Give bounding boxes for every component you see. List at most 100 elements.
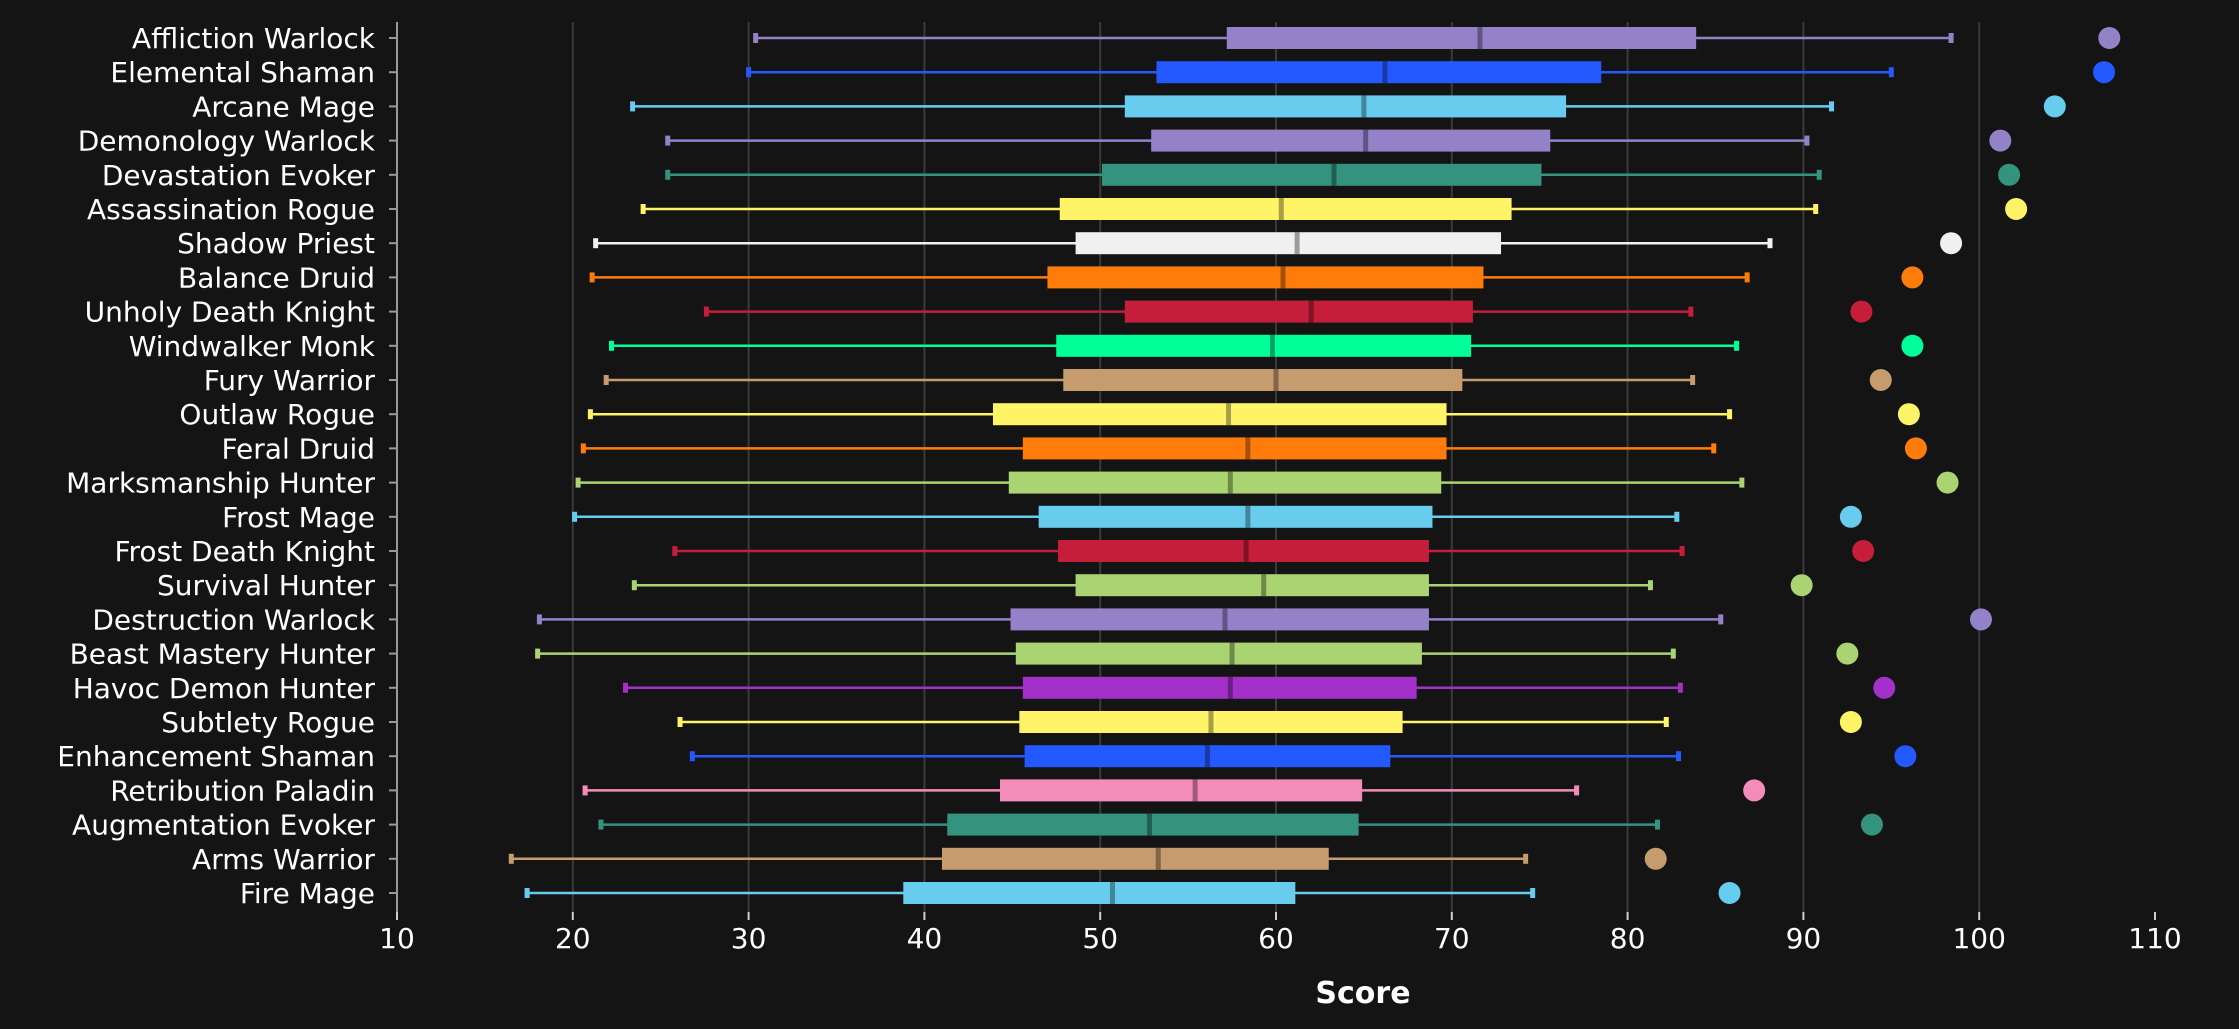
whisker-cap-min — [677, 717, 683, 727]
whisker-cap-max — [1574, 785, 1580, 796]
iqr-box — [903, 882, 1296, 904]
score-point — [1852, 540, 1875, 562]
median-marker — [1226, 403, 1232, 426]
score-point — [1901, 266, 1924, 289]
iqr-box — [1226, 27, 1697, 49]
median-marker — [1155, 847, 1161, 870]
whisker-cap-min — [608, 340, 614, 351]
whisker-cap-max — [1948, 33, 1954, 43]
score-point — [1989, 129, 2012, 152]
median-marker — [1269, 334, 1275, 357]
median-marker — [1204, 745, 1210, 768]
whisker-cap-min — [689, 751, 695, 762]
median-marker — [1208, 711, 1214, 733]
x-tick-label: 30 — [731, 922, 767, 955]
whisker-cap-max — [1676, 751, 1682, 762]
iqr-box — [1010, 608, 1429, 631]
whisker-cap-max — [1734, 340, 1740, 351]
x-tick-label: 50 — [1082, 922, 1118, 955]
score-point — [1904, 437, 1927, 460]
x-tick-label: 10 — [379, 922, 415, 955]
median-marker — [1363, 129, 1369, 152]
x-tick-label: 20 — [555, 922, 591, 955]
x-tick-label: 90 — [1786, 922, 1822, 955]
score-point — [1936, 471, 1959, 494]
whisker-cap-min — [593, 238, 599, 249]
category-label: Outlaw Rogue — [179, 398, 375, 431]
whisker-cap-max — [1530, 888, 1536, 898]
score-point — [1969, 608, 1992, 631]
score-point — [1860, 813, 1883, 836]
median-marker — [1192, 779, 1198, 802]
iqr-box — [1058, 540, 1429, 562]
whisker-cap-min — [589, 272, 595, 283]
median-marker — [1382, 61, 1388, 84]
grid-lines — [571, 22, 1981, 912]
x-tick-label: 110 — [2128, 922, 2181, 955]
median-marker — [1261, 574, 1267, 597]
median-marker — [1280, 266, 1286, 289]
whisker-cap-min — [746, 67, 752, 78]
category-label: Enhancement Shaman — [57, 740, 375, 773]
whisker-cap-min — [603, 375, 609, 385]
whisker-cap-max — [1663, 717, 1669, 727]
whisker-cap-max — [1654, 819, 1660, 830]
whisker-cap-max — [1829, 101, 1835, 112]
iqr-box — [1059, 198, 1512, 220]
median-marker — [1110, 882, 1116, 904]
iqr-box — [1156, 61, 1602, 84]
iqr-box — [1019, 711, 1403, 733]
median-marker — [1308, 300, 1314, 323]
x-tick-label: 100 — [1952, 922, 2005, 955]
category-label: Demonology Warlock — [78, 125, 376, 158]
score-point — [1873, 676, 1896, 699]
category-label: Fury Warrior — [204, 364, 376, 397]
whisker-cap-max — [1804, 135, 1810, 146]
whisker-cap-min — [572, 511, 578, 522]
whisker-cap-min — [665, 169, 671, 180]
whisker-cap-min — [524, 888, 530, 898]
x-tick-label: 70 — [1434, 922, 1470, 955]
whisker-cap-min — [582, 785, 588, 796]
score-point — [2093, 61, 2116, 84]
x-tick-label: 60 — [1258, 922, 1294, 955]
category-label: Frost Mage — [222, 501, 375, 534]
iqr-box — [1124, 300, 1473, 323]
median-marker — [1243, 540, 1249, 562]
score-point — [1850, 300, 1873, 323]
iqr-box — [1101, 163, 1542, 186]
median-marker — [1146, 813, 1152, 836]
category-label: Destruction Warlock — [92, 603, 375, 636]
whisker-cap-min — [575, 477, 581, 488]
whisker-cap-min — [536, 614, 542, 625]
category-label: Balance Druid — [178, 261, 375, 294]
category-label: Shadow Priest — [177, 227, 375, 260]
score-point — [1743, 779, 1766, 802]
whisker-cap-max — [1727, 409, 1733, 420]
iqr-box — [1022, 437, 1447, 460]
whisker-cap-max — [1690, 375, 1696, 385]
category-label: Arcane Mage — [192, 90, 375, 123]
score-point — [1897, 403, 1920, 426]
whisker-cap-min — [630, 101, 636, 112]
iqr-box — [947, 813, 1359, 836]
category-label: Affliction Warlock — [132, 22, 376, 55]
whisker-cap-max — [1711, 443, 1717, 454]
score-point — [1869, 369, 1892, 391]
category-label: Retribution Paladin — [110, 774, 375, 807]
median-marker — [1361, 95, 1367, 118]
iqr-box — [1038, 505, 1433, 528]
axes: 10 20 30 40 50 60 70 80 90 100 110 — [379, 22, 2182, 955]
score-points — [1644, 27, 2121, 904]
iqr-box — [1075, 574, 1429, 597]
score-point — [1839, 711, 1862, 733]
whisker-cap-max — [1816, 169, 1822, 180]
median-marker — [1227, 471, 1233, 494]
whisker-cap-max — [1677, 682, 1683, 693]
iqr-box — [1022, 676, 1417, 699]
whisker-cap-min — [580, 443, 586, 454]
whisker-cap-max — [1767, 238, 1773, 249]
score-point — [1644, 847, 1667, 870]
